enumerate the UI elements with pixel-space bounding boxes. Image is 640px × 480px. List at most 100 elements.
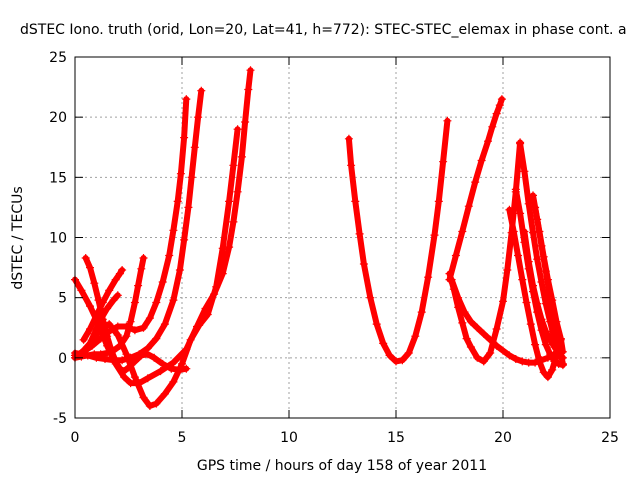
series-trace bbox=[80, 267, 126, 343]
data-point-marker bbox=[169, 358, 178, 367]
x-tick-label: 25 bbox=[601, 430, 619, 446]
data-point-marker bbox=[109, 296, 118, 305]
y-tick-label: 25 bbox=[49, 50, 67, 66]
x-tick-label: 0 bbox=[71, 430, 80, 446]
data-point-marker bbox=[218, 244, 227, 253]
data-point-marker bbox=[471, 178, 480, 187]
y-tick-label: 5 bbox=[58, 291, 67, 307]
data-point-marker bbox=[556, 334, 565, 343]
data-point-marker bbox=[77, 286, 86, 295]
data-point-marker bbox=[458, 318, 467, 327]
data-point-marker bbox=[484, 137, 492, 146]
data-point-marker bbox=[130, 326, 139, 335]
data-point-marker bbox=[430, 231, 439, 240]
data-point-marker bbox=[558, 353, 567, 362]
data-point-marker bbox=[96, 350, 105, 359]
data-point-marker bbox=[379, 339, 388, 348]
data-point-marker bbox=[518, 357, 527, 366]
data-point-marker bbox=[126, 379, 135, 388]
data-point-marker bbox=[115, 341, 124, 350]
data-point-marker bbox=[113, 322, 122, 331]
data-point-marker bbox=[520, 227, 529, 236]
data-point-marker bbox=[233, 125, 242, 134]
data-point-marker bbox=[175, 266, 184, 274]
data-point-marker bbox=[160, 320, 169, 329]
data-point-marker bbox=[522, 298, 531, 307]
data-point-marker bbox=[90, 279, 99, 288]
data-point-marker bbox=[156, 367, 165, 376]
data-point-marker bbox=[499, 297, 507, 306]
data-point-marker bbox=[167, 364, 176, 373]
data-point-marker bbox=[86, 263, 94, 272]
data-point-marker bbox=[385, 351, 394, 360]
data-point-marker bbox=[246, 66, 255, 75]
data-point-marker bbox=[180, 235, 189, 244]
data-point-marker bbox=[439, 157, 448, 166]
data-point-marker bbox=[524, 199, 533, 208]
data-point-marker bbox=[130, 373, 139, 382]
data-point-marker bbox=[134, 281, 143, 290]
series-trace bbox=[84, 292, 121, 352]
series-13 bbox=[505, 205, 565, 382]
data-point-marker bbox=[109, 346, 118, 355]
data-point-marker bbox=[543, 373, 552, 382]
data-point-marker bbox=[546, 335, 555, 344]
data-point-marker bbox=[137, 264, 146, 273]
data-point-marker bbox=[150, 353, 159, 362]
data-point-marker bbox=[347, 161, 356, 170]
data-point-marker bbox=[169, 226, 178, 235]
data-point-marker bbox=[225, 197, 234, 206]
data-point-marker bbox=[514, 251, 522, 260]
data-point-marker bbox=[90, 329, 99, 338]
data-point-marker bbox=[92, 311, 101, 320]
data-point-marker bbox=[176, 169, 185, 178]
data-point-marker bbox=[516, 139, 525, 148]
data-point-marker bbox=[113, 331, 122, 339]
data-point-marker bbox=[118, 266, 127, 274]
data-point-marker bbox=[139, 393, 148, 402]
data-point-marker bbox=[344, 134, 353, 143]
data-point-marker bbox=[98, 298, 107, 307]
data-point-marker bbox=[473, 353, 482, 362]
data-point-marker bbox=[505, 351, 514, 360]
data-point-marker bbox=[203, 310, 212, 319]
data-point-marker bbox=[130, 298, 139, 307]
data-point-marker bbox=[499, 346, 507, 355]
data-point-marker bbox=[550, 343, 559, 351]
data-point-marker bbox=[244, 85, 253, 94]
series-trace bbox=[521, 228, 566, 361]
data-point-marker bbox=[505, 205, 514, 214]
data-point-marker bbox=[105, 286, 114, 295]
data-point-marker bbox=[212, 282, 221, 291]
data-point-marker bbox=[411, 332, 420, 341]
data-point-marker bbox=[197, 86, 206, 95]
data-point-marker bbox=[554, 349, 563, 357]
data-point-marker bbox=[464, 202, 473, 211]
y-tick-label: 10 bbox=[49, 231, 67, 247]
data-point-marker bbox=[152, 334, 161, 343]
data-point-marker bbox=[458, 227, 467, 236]
data-point-marker bbox=[434, 197, 443, 206]
series-11 bbox=[445, 95, 506, 284]
data-point-marker bbox=[180, 133, 189, 142]
data-point-marker bbox=[477, 156, 486, 165]
data-point-marker bbox=[237, 152, 246, 161]
data-point-marker bbox=[451, 251, 460, 260]
data-point-marker bbox=[158, 278, 167, 286]
data-point-marker bbox=[535, 227, 544, 236]
data-point-marker bbox=[548, 365, 557, 374]
chart-title: dSTEC Iono. truth (orid, Lon=20, Lat=41,… bbox=[20, 22, 627, 38]
data-point-marker bbox=[543, 275, 552, 284]
data-point-marker bbox=[143, 350, 152, 359]
series-trace bbox=[446, 96, 505, 283]
data-point-marker bbox=[546, 350, 555, 359]
data-point-marker bbox=[518, 275, 527, 284]
x-axis-label: GPS time / hours of day 158 of year 2011 bbox=[197, 458, 487, 474]
series-5 bbox=[81, 254, 191, 376]
series-group bbox=[71, 66, 567, 410]
data-point-marker bbox=[531, 203, 540, 212]
data-point-marker bbox=[539, 252, 548, 261]
data-point-marker bbox=[120, 367, 129, 376]
